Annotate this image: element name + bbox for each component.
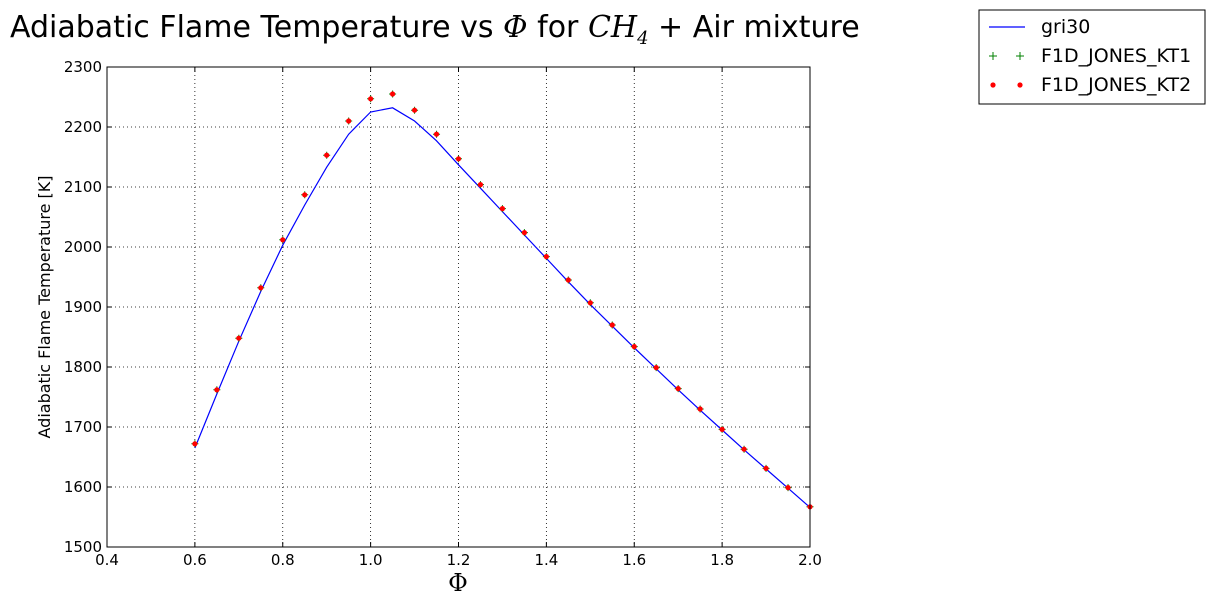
series-line	[194, 107, 811, 508]
legend-dot-marker	[1017, 82, 1023, 88]
legend: gri30 F1D_JONES_KT1 F1D_JONES_KT2	[978, 9, 1206, 105]
y-tick-label: 2200	[64, 118, 102, 136]
y-tick-label: 1800	[64, 358, 102, 376]
y-axis-label: Adiabatic Flame Temperature [K]	[35, 175, 54, 438]
y-tick-label: 1900	[64, 298, 102, 316]
data-point-dot	[631, 344, 637, 350]
data-point-dot	[543, 254, 549, 260]
data-point-dot	[719, 426, 725, 432]
data-point-dot	[763, 465, 769, 471]
legend-plus-marker	[989, 52, 1024, 60]
data-point-dot	[653, 365, 659, 371]
data-point-dot	[280, 237, 286, 243]
data-point-dot	[587, 300, 593, 306]
series-f1d-jones-kt2	[192, 91, 813, 510]
x-tick-label: 2.0	[798, 551, 822, 569]
ticks: 0.4 0.6 0.8 1.0 1.2 1.4 1.6 1.8 2.0 1500 1600 1700 1…	[64, 58, 822, 569]
data-point-dot	[675, 386, 681, 392]
x-tick-label: 1.2	[447, 551, 471, 569]
data-point-dot	[477, 182, 484, 188]
grid	[106, 66, 811, 548]
y-tick-label: 1700	[64, 418, 102, 436]
y-tick-label: 1500	[64, 538, 102, 556]
y-tick-label: 1600	[64, 478, 102, 496]
y-tick-label: 2100	[64, 178, 102, 196]
legend-label: gri30	[1041, 16, 1090, 38]
legend-entry-gri30: gri30	[989, 16, 1090, 38]
data-point-dot	[565, 277, 571, 283]
data-point-dot	[697, 406, 703, 412]
data-point-dot	[499, 206, 506, 212]
data-point-dot	[302, 192, 308, 198]
data-point-dot	[324, 152, 330, 158]
x-tick-label: 0.4	[95, 551, 119, 569]
data-point-dot	[258, 285, 264, 291]
x-tick-label: 0.8	[271, 551, 295, 569]
legend-dot-marker	[990, 82, 996, 88]
data-point-dot	[455, 156, 462, 162]
x-axis-label: Φ	[448, 569, 468, 597]
x-tick-label: 1.0	[359, 551, 383, 569]
data-point-dot	[214, 387, 220, 393]
y-tick-label: 2300	[64, 58, 102, 76]
data-point-dot	[192, 441, 198, 447]
series-f1d-jones-kt1	[191, 90, 814, 511]
data-point-dot	[741, 446, 747, 452]
x-tick-label: 0.6	[183, 551, 207, 569]
x-tick-label: 1.8	[710, 551, 734, 569]
y-tick-label: 2000	[64, 238, 102, 256]
data-point-dot	[346, 118, 352, 124]
data-point-dot	[236, 335, 242, 341]
series-gri30	[194, 107, 811, 508]
data-point-dot	[433, 131, 440, 137]
legend-label: F1D_JONES_KT2	[1041, 74, 1191, 96]
series-layer	[191, 90, 814, 511]
legend-entry-f1d-jones-kt2: F1D_JONES_KT2	[990, 74, 1191, 96]
data-point-dot	[609, 322, 615, 328]
data-point-dot	[521, 230, 528, 236]
chart-title: Adiabatic Flame Temperature vs Φ for CH4…	[10, 10, 860, 49]
x-tick-label: 1.6	[622, 551, 646, 569]
x-tick-label: 1.4	[534, 551, 558, 569]
legend-label: F1D_JONES_KT1	[1041, 45, 1191, 67]
data-point-dot	[411, 107, 418, 113]
data-point-dot	[368, 96, 374, 102]
data-point-dot	[389, 91, 396, 97]
data-point-dot	[785, 485, 791, 491]
legend-entry-f1d-jones-kt1: F1D_JONES_KT1	[989, 45, 1191, 67]
legend-frame	[978, 9, 1206, 105]
